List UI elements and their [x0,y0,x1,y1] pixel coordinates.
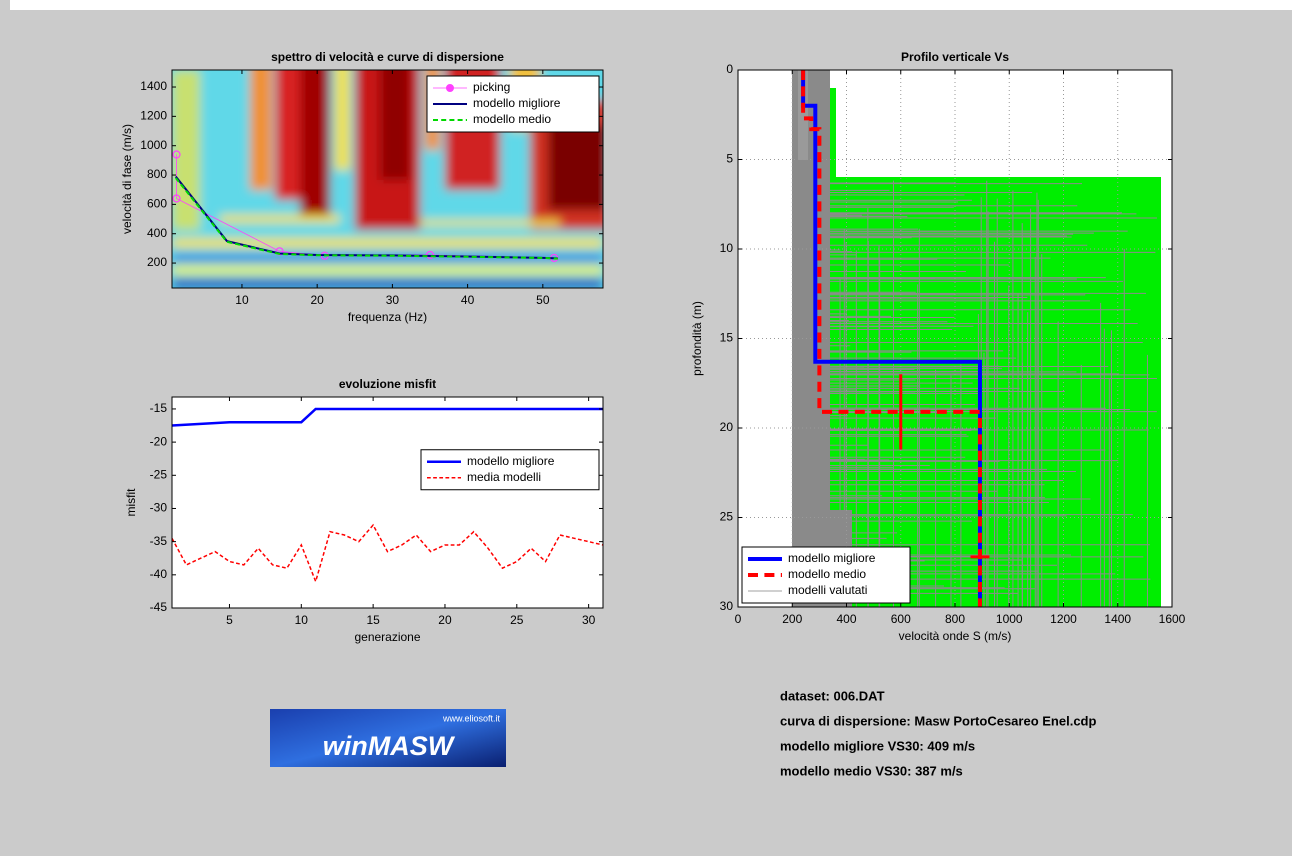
y-tick-label: -30 [150,501,168,515]
x-tick-label: 1200 [1050,612,1077,626]
axes-frame [171,69,604,289]
chart-title: evoluzione misfit [339,377,436,391]
y-tick-label: 800 [147,167,167,181]
x-tick-label: 5 [226,613,233,627]
legend-label: modello migliore [473,96,561,110]
x-tick-label: 1000 [996,612,1023,626]
legend-label: modello medio [788,567,866,581]
x-tick-label: 600 [891,612,911,626]
x-tick-label: 10 [295,613,309,627]
y-tick-label: 0 [726,62,733,76]
series-line [172,523,603,584]
x-axis-label: frequenza (Hz) [348,310,427,324]
legend-label: media modelli [467,470,541,484]
x-tick-label: 20 [438,613,452,627]
legend-label: modello migliore [788,551,876,565]
y-tick-label: 1400 [140,79,167,93]
y-tick-label: -25 [150,467,168,481]
y-tick-label: 15 [720,331,734,345]
y-tick-label: 20 [720,420,734,434]
info-line: modello migliore VS30: 409 m/s [780,738,975,753]
y-axis-label: profondità (m) [690,301,704,376]
logo-name: winMASW [323,731,456,761]
info-line: dataset: 006.DAT [780,688,885,703]
y-tick-label: 25 [720,510,734,524]
x-axis-label: generazione [354,630,420,644]
series-line [174,177,558,260]
x-tick-label: 1400 [1104,612,1131,626]
series-line [172,407,603,427]
y-tick-label: -40 [150,567,168,581]
y-tick-label: 1200 [140,109,167,123]
y-tick-label: 200 [147,255,167,269]
axes-background [172,397,603,608]
legend-box [420,449,600,491]
x-axis-label: velocità onde S (m/s) [899,629,1012,643]
y-tick-label: 10 [720,241,734,255]
y-tick-label: -15 [150,401,168,415]
series-line [801,70,982,607]
top-strip [10,0,1292,10]
y-tick-label: 1000 [140,138,167,152]
y-tick-label: 5 [726,152,733,166]
x-tick-label: 20 [310,293,324,307]
y-tick-label: -45 [150,600,168,614]
data-point [172,194,181,203]
logo: www.eliosoft.it winMASW [270,709,506,767]
y-axis-label: velocità di fase (m/s) [120,124,134,234]
x-tick-label: 1600 [1159,612,1186,626]
x-tick-label: 50 [536,293,550,307]
legend-label: modelli valutati [788,583,867,597]
data-point [172,150,181,159]
y-tick-label: 400 [147,226,167,240]
x-tick-label: 10 [235,293,249,307]
series-line [801,70,982,607]
logo-url: www.eliosoft.it [442,713,501,723]
x-tick-label: 0 [735,612,742,626]
x-tick-label: 40 [461,293,475,307]
legend-marker [446,84,454,92]
x-tick-label: 30 [386,293,400,307]
x-tick-label: 200 [782,612,802,626]
x-tick-label: 800 [945,612,965,626]
x-tick-label: 15 [366,613,380,627]
y-tick-label: 30 [720,599,734,613]
legend-label: picking [473,80,510,94]
x-tick-label: 400 [836,612,856,626]
logo-background [270,709,506,767]
legend-label: modello migliore [467,454,555,468]
y-tick-label: 600 [147,197,167,211]
x-tick-label: 30 [582,613,596,627]
info-line: curva di dispersione: Masw PortoCesareo … [780,713,1096,728]
x-tick-label: 25 [510,613,524,627]
chart-title: spettro di velocità e curve di dispersio… [271,50,504,64]
y-tick-label: -35 [150,534,168,548]
y-axis-label: misfit [124,488,138,517]
info-line: modello medio VS30: 387 m/s [780,763,963,778]
legend-label: modello medio [473,112,551,126]
axes-frame [171,396,604,609]
chart-title: Profilo verticale Vs [901,50,1009,64]
y-tick-label: -20 [150,434,168,448]
